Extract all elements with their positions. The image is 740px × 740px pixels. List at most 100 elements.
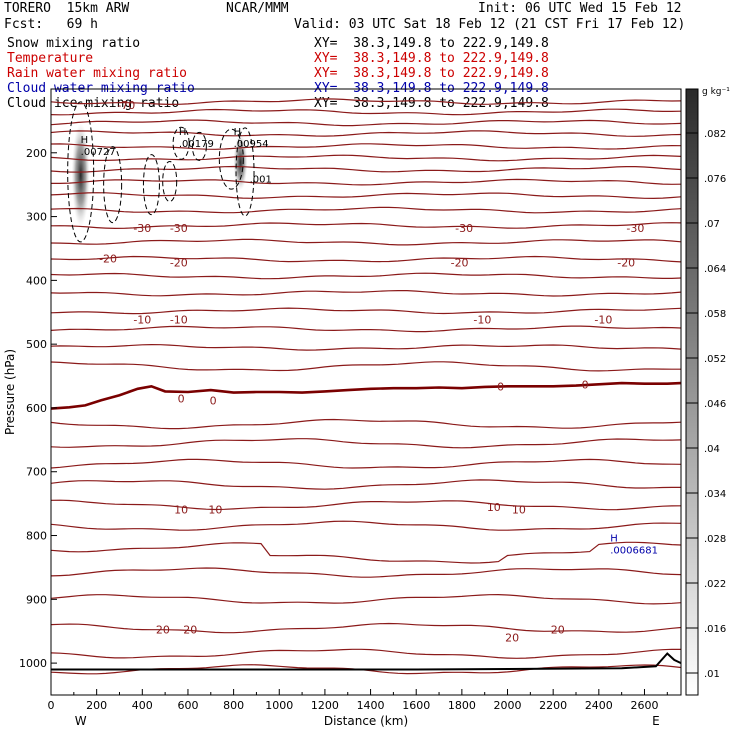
isotherm-line-18 bbox=[50, 361, 681, 372]
isotherm-label-0: -70 bbox=[117, 99, 135, 112]
isotherm-line-19 bbox=[50, 418, 682, 430]
y-tick-label-8: 1000 bbox=[19, 657, 47, 670]
y-tick-label-1: 300 bbox=[26, 211, 47, 224]
isotherm-line-21 bbox=[50, 458, 682, 469]
isotherm-line-22 bbox=[50, 479, 681, 490]
plot-frame-layer bbox=[50, 88, 682, 696]
x-axis-title: Distance (km) bbox=[324, 714, 408, 728]
isotherm-label-8: -20 bbox=[617, 257, 635, 270]
colorbar-tick-label-10: .07 bbox=[704, 219, 720, 230]
isotherm-line-25 bbox=[50, 541, 682, 564]
isotherm-line-24 bbox=[50, 520, 682, 531]
cloud-ice-contour-6 bbox=[218, 128, 244, 190]
isotherm-label-6: -20 bbox=[170, 257, 188, 270]
isotherm-label-10: -10 bbox=[170, 313, 188, 326]
isotherm-label-19: 10 bbox=[487, 501, 501, 514]
y-tick-label-0: 200 bbox=[26, 147, 47, 160]
cloud-ice-contour-1 bbox=[103, 146, 123, 224]
isotherm-line-7 bbox=[51, 178, 682, 186]
isotherm-line-2 bbox=[50, 119, 682, 127]
colorbar-tick-label-9: .064 bbox=[704, 264, 726, 275]
org-label: NCAR/MMM bbox=[226, 1, 289, 16]
init-time: Init: 06 UTC Wed 15 Feb 12 bbox=[478, 1, 682, 16]
field-snow-xy: XY= 38.3,149.8 to 222.9,149.8 bbox=[314, 36, 549, 51]
colorbar-layer: .01 .016 .022 .028 .034 .04 .046 .052 .058 .064 .0… bbox=[685, 87, 730, 696]
cloud-ice-contours-layer bbox=[67, 101, 255, 243]
x-tick-label-10: 2000 bbox=[494, 699, 522, 712]
isotherm-line-9 bbox=[50, 206, 682, 214]
colorbar-tick-label-4: .034 bbox=[704, 489, 726, 500]
y-tick-label-3: 500 bbox=[26, 338, 47, 351]
y-tick-label-4: 600 bbox=[26, 402, 47, 415]
isotherm-label-11: -10 bbox=[473, 313, 491, 326]
colorbar-tick-label-8: .058 bbox=[704, 309, 726, 320]
isotherm-label-15: 0 bbox=[497, 380, 504, 393]
x-tick-label-3: 600 bbox=[177, 699, 198, 712]
isotherm-line-29 bbox=[50, 648, 682, 659]
field-snow-label: Snow mixing ratio bbox=[7, 36, 141, 51]
x-tick-label-9: 1800 bbox=[448, 699, 476, 712]
cloud-ice-contour-2 bbox=[142, 154, 160, 216]
isotherm-label-12: -10 bbox=[594, 313, 612, 326]
isotherm-label-13: 0 bbox=[178, 392, 185, 405]
isotherm-line-13 bbox=[50, 272, 682, 280]
x-tick-label-13: 2600 bbox=[630, 699, 658, 712]
y-tick-label-6: 800 bbox=[26, 530, 47, 543]
isotherm-line-1 bbox=[50, 108, 682, 116]
maximum-value-label-1: .00179 bbox=[179, 139, 214, 150]
maximum-value-label-3: .001 bbox=[250, 174, 272, 185]
isotherm-label-17: 10 bbox=[174, 503, 188, 516]
x-tick-label-12: 2400 bbox=[585, 699, 613, 712]
maximum-h-marker-2: H bbox=[234, 127, 242, 138]
isotherm-line-4 bbox=[50, 143, 682, 150]
colorbar-tick-label-11: .076 bbox=[704, 174, 726, 185]
valid-time: Valid: 03 UTC Sat 18 Feb 12 (21 CST Fri … bbox=[294, 17, 686, 32]
cloud-ice-contour-3 bbox=[162, 160, 178, 202]
colorbar-gradient bbox=[685, 88, 699, 696]
maximum-value-label-2: .00954 bbox=[234, 139, 269, 150]
x-tick-label-5: 1000 bbox=[265, 699, 293, 712]
maximum-h-marker-4: H bbox=[610, 534, 618, 545]
x-tick-label-2: 400 bbox=[132, 699, 153, 712]
terrain-layer bbox=[51, 652, 682, 671]
y-tick-label-5: 700 bbox=[26, 466, 47, 479]
isotherm-line-8 bbox=[50, 192, 682, 200]
isotherm-label-1: -30 bbox=[133, 222, 151, 235]
maximum-value-label-4: .0006681 bbox=[610, 546, 658, 557]
isotherm-label-24: 20 bbox=[551, 623, 565, 636]
temperature-isotherms-layer bbox=[50, 98, 682, 675]
terrain-surface-line bbox=[51, 652, 682, 671]
plot-frame bbox=[50, 88, 682, 696]
snow-shade-0 bbox=[71, 123, 90, 228]
colorbar-tick-label-0: .01 bbox=[704, 669, 720, 680]
x-tick-label-1: 200 bbox=[86, 699, 107, 712]
isotherm-line-6 bbox=[50, 165, 682, 173]
freezing-level-line bbox=[50, 381, 682, 410]
isotherm-label-3: -30 bbox=[455, 222, 473, 235]
isotherm-line-17 bbox=[50, 343, 682, 351]
cloud-ice-contour-5 bbox=[191, 131, 207, 161]
colorbar-tick-label-5: .04 bbox=[704, 444, 720, 455]
cloud-ice-contour-4 bbox=[172, 126, 190, 160]
field-rain-xy: XY= 38.3,149.8 to 222.9,149.8 bbox=[314, 66, 549, 81]
colorbar-tick-label-2: .022 bbox=[704, 579, 726, 590]
cloud-ice-contour-0 bbox=[67, 101, 95, 243]
isotherm-line-3 bbox=[50, 130, 682, 137]
isotherm-line-23 bbox=[50, 499, 682, 511]
isotherm-line-12 bbox=[50, 255, 682, 263]
isotherm-label-2: -30 bbox=[170, 222, 188, 235]
y-tick-label-2: 400 bbox=[26, 274, 47, 287]
contour-labels-layer: -70 -30 -30 -30 -30 -20 -20 -20 -20 -10 -10 -10 -10 0… bbox=[81, 99, 658, 645]
colorbar-tick-label-7: .052 bbox=[704, 354, 726, 365]
isotherm-line-28 bbox=[50, 622, 682, 634]
isotherm-line-20 bbox=[50, 438, 682, 449]
model-title: TORERO 15km ARW bbox=[4, 1, 130, 16]
isotherm-line-14 bbox=[50, 290, 682, 297]
x-tick-label-11: 2200 bbox=[539, 699, 567, 712]
colorbar-tick-label-1: .016 bbox=[704, 624, 726, 635]
east-end-label: E bbox=[652, 714, 660, 728]
isotherm-label-4: -30 bbox=[626, 222, 644, 235]
y-tick-label-7: 900 bbox=[26, 593, 47, 606]
